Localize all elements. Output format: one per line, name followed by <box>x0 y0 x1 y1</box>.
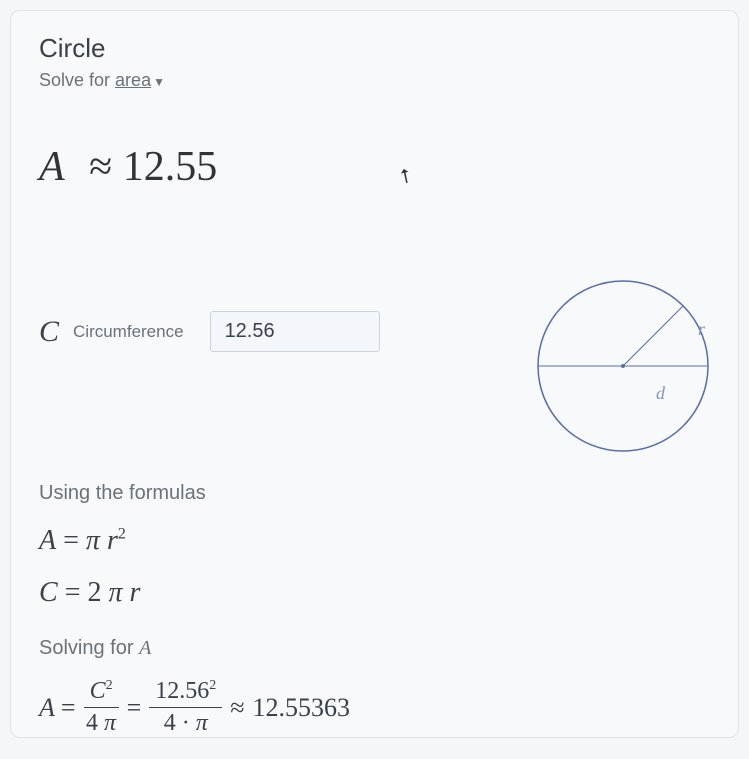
circle-diagram: r d <box>528 271 728 471</box>
approx-symbol: ≈ <box>89 144 112 190</box>
input-variable: C <box>39 315 59 349</box>
result-value: 12.55 <box>123 144 218 190</box>
fraction-symbolic: C2 4 π <box>84 678 119 737</box>
chevron-down-icon[interactable]: ▼ <box>153 75 165 89</box>
solving-heading: Solving for A <box>39 637 710 660</box>
solve-prefix: Solve for <box>39 70 115 90</box>
circumference-input[interactable] <box>210 311 380 352</box>
input-label: Circumference <box>73 322 184 342</box>
center-dot <box>621 364 625 368</box>
shape-title: Circle <box>39 33 710 64</box>
result-variable: A <box>39 144 65 190</box>
formula-area: A = π r2 <box>39 525 710 557</box>
fraction-numeric: 12.562 4 · π <box>149 678 222 737</box>
solution-equation: A = C2 4 π = 12.562 4 · π ≈ 12.55363 <box>39 678 710 737</box>
solve-target-dropdown[interactable]: area <box>115 70 151 90</box>
result-display: A ≈ 12.55 <box>39 143 710 191</box>
diameter-label: d <box>656 383 666 403</box>
radius-label: r <box>698 319 706 339</box>
solution-value: 12.55363 <box>253 693 351 723</box>
formulas-heading: Using the formulas <box>39 482 710 505</box>
radius-line <box>623 306 683 366</box>
solve-for-line: Solve for area▼ <box>39 70 710 91</box>
geometry-solver-card: Circle Solve for area▼ A ≈ 12.55 ⭡ C Cir… <box>10 10 739 738</box>
formula-circumference: C = 2 π r <box>39 577 710 609</box>
